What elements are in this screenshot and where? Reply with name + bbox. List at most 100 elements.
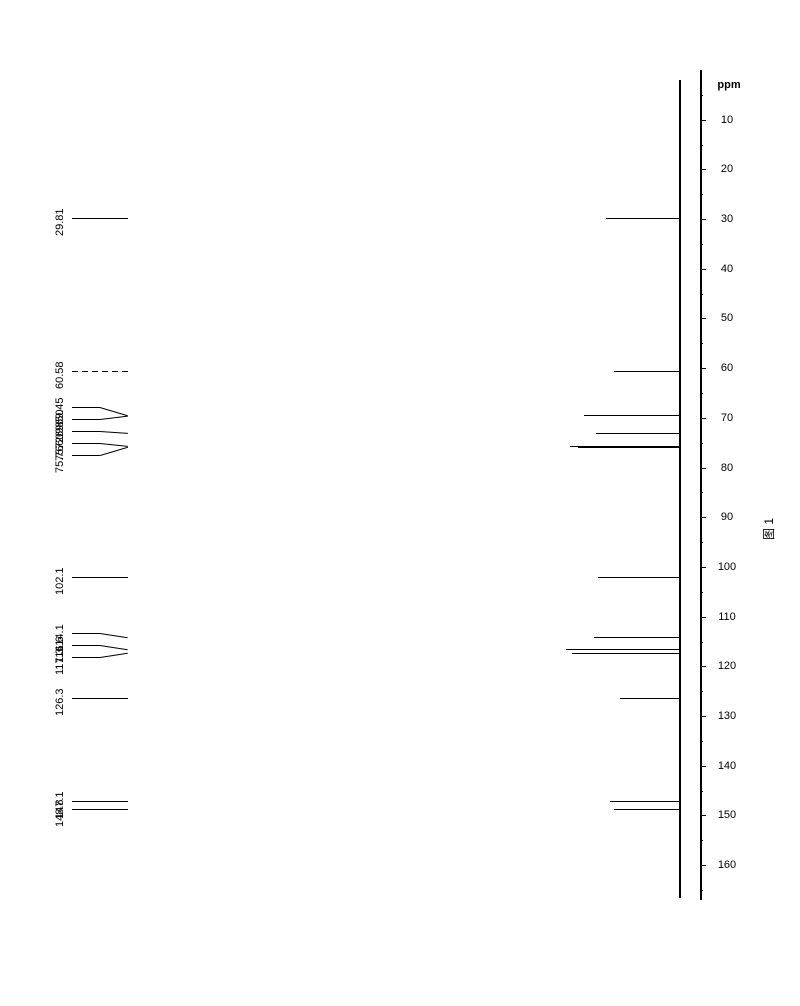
peak-connector [72, 809, 128, 810]
spectrum-peak [596, 433, 680, 434]
axis-tick [700, 269, 706, 270]
axis-tick [700, 517, 706, 518]
axis-minor-tick [700, 642, 703, 643]
axis-tick-label: 80 [712, 462, 742, 474]
axis-minor-tick [700, 443, 703, 444]
axis-minor-tick [700, 194, 703, 195]
peak-label: 117.3 [54, 648, 66, 675]
axis-tick [700, 716, 706, 717]
peak-bracket-line [100, 653, 128, 658]
spectrum-peak [594, 637, 680, 638]
peak-connector [112, 371, 118, 372]
axis-tick-label: 10 [712, 114, 742, 126]
spectrum-peak [614, 371, 680, 372]
axis-minor-tick [700, 145, 703, 146]
peak-label: 102.1 [54, 568, 66, 596]
spectrum-peak [578, 447, 680, 448]
axis-tick [700, 766, 706, 767]
peak-stub [72, 431, 100, 432]
spectrum-peak [620, 698, 680, 699]
axis-tick [700, 169, 706, 170]
spectrum-peak [566, 649, 680, 650]
axis-tick-label: 30 [712, 213, 742, 225]
axis-minor-tick [700, 840, 703, 841]
peak-stub [72, 407, 100, 408]
peak-connector [72, 801, 128, 802]
peak-connector [102, 371, 108, 372]
axis-tick-label: 40 [712, 263, 742, 275]
axis-tick-label: 140 [712, 760, 742, 772]
spectrum-peak [586, 415, 680, 416]
axis-tick-label: 50 [712, 312, 742, 324]
peak-connector [72, 577, 128, 578]
spectrum-peak [572, 653, 680, 654]
axis-tick-label: 130 [712, 710, 742, 722]
axis-tick [700, 418, 706, 419]
axis-minor-tick [700, 343, 703, 344]
axis-minor-tick [700, 294, 703, 295]
axis-unit: ppm [712, 79, 746, 91]
axis-tick [700, 120, 706, 121]
peak-stub [72, 443, 100, 444]
nmr-figure: 160 150 140 130 120 110 100 90 80 70 60 50 40 30 20 10 p… [0, 0, 800, 1006]
axis-tick [700, 815, 706, 816]
axis-tick-label: 100 [712, 561, 742, 573]
peak-bracket-line [100, 645, 128, 650]
axis-tick [700, 865, 706, 866]
axis-tick [700, 468, 706, 469]
axis-tick [700, 219, 706, 220]
axis-tick [700, 666, 706, 667]
axis-tick-label: 110 [712, 611, 742, 623]
peak-connector [92, 371, 98, 372]
peak-bracket-line [100, 446, 128, 455]
axis-minor-tick [700, 95, 703, 96]
axis-tick [700, 368, 706, 369]
peak-stub [72, 419, 100, 420]
axis-minor-tick [700, 592, 703, 593]
peak-label: 60.58 [54, 362, 66, 390]
axis-minor-tick [700, 492, 703, 493]
axis-tick-label: 20 [712, 163, 742, 175]
spectrum-baseline-2 [679, 80, 680, 898]
peak-connector [72, 698, 128, 699]
spectrum-baseline [680, 80, 681, 898]
peak-label: 75.76 [54, 445, 66, 473]
peak-connector [82, 371, 88, 372]
axis-minor-tick [700, 791, 703, 792]
axis-tick-label: 160 [712, 859, 742, 871]
axis-tick-label: 120 [712, 660, 742, 672]
axis-tick-label: 70 [712, 412, 742, 424]
peak-bracket-line [100, 415, 128, 419]
axis-minor-tick [700, 890, 703, 891]
spectrum-peak [614, 809, 680, 810]
peak-stub [72, 633, 100, 634]
peak-bracket-line [100, 633, 128, 638]
spectrum-peak [606, 218, 680, 219]
peak-bracket-line [100, 443, 128, 447]
axis-minor-tick [700, 741, 703, 742]
axis-tick-label: 150 [712, 809, 742, 821]
peak-label: 148.8 [54, 800, 66, 828]
axis-minor-tick [700, 542, 703, 543]
figure-caption: 图 1 [760, 518, 777, 540]
axis-minor-tick [700, 691, 703, 692]
peak-label: 29.81 [54, 209, 66, 237]
axis-minor-tick [700, 393, 703, 394]
axis-tick [700, 567, 706, 568]
axis-tick [700, 617, 706, 618]
peak-stub [72, 455, 100, 456]
peak-stub [72, 657, 100, 658]
peak-connector [122, 371, 128, 372]
spectrum-peak [598, 577, 680, 578]
peak-stub [72, 645, 100, 646]
axis-minor-tick [700, 244, 703, 245]
peak-connector [72, 371, 78, 372]
peak-label: 126.3 [54, 688, 66, 716]
spectrum-peak [610, 801, 680, 802]
peak-connector [72, 218, 128, 219]
peak-bracket-line [100, 407, 128, 416]
axis-tick-label: 60 [712, 362, 742, 374]
axis-tick [700, 318, 706, 319]
axis-tick-label: 90 [712, 511, 742, 523]
peak-bracket-line [100, 431, 128, 434]
